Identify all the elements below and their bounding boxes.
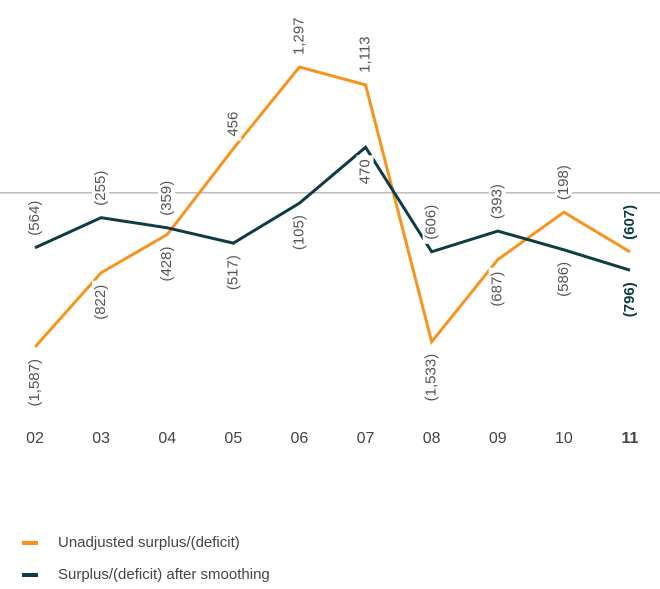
label-bg <box>620 200 638 244</box>
value-label: (687) <box>489 272 506 307</box>
value-label-group: (606) <box>422 200 440 244</box>
value-label-group: (359) <box>158 176 176 220</box>
x-tick-label: 04 <box>158 430 176 447</box>
value-label: (586) <box>555 262 572 297</box>
series-line <box>33 65 631 349</box>
x-tick-label: 02 <box>26 430 44 447</box>
label-bg <box>620 278 638 322</box>
value-label-group: (796) <box>620 278 638 322</box>
x-tick-label: 07 <box>357 430 375 447</box>
value-label-group: 456 <box>224 107 242 141</box>
value-label: (393) <box>489 184 506 219</box>
value-label-group: 470 <box>356 155 374 189</box>
x-tick-label: 09 <box>489 430 507 447</box>
value-label-group: 1,113 <box>356 32 374 77</box>
value-label-group: (1,587) <box>25 355 43 411</box>
x-tick-label: 11 <box>622 430 639 447</box>
label-bg <box>488 267 506 311</box>
label-bg <box>290 13 308 60</box>
x-tick-label: 08 <box>423 430 441 447</box>
x-tick-label: 10 <box>555 430 573 447</box>
value-label: (517) <box>224 255 241 290</box>
value-label-group: (687) <box>488 267 506 311</box>
label-bg <box>158 242 176 286</box>
value-label: (564) <box>26 201 43 236</box>
label-bg <box>25 196 43 240</box>
value-label-group: (428) <box>158 242 176 286</box>
value-label: (822) <box>92 285 109 320</box>
value-label-group: (586) <box>554 257 572 301</box>
value-label-group: (105) <box>290 211 308 255</box>
label-bg <box>488 180 506 224</box>
value-label-group: 1,297 <box>290 13 308 60</box>
value-label: (198) <box>555 165 572 200</box>
legend-label: Surplus/(deficit) after smoothing <box>58 566 270 583</box>
label-bg <box>422 200 440 244</box>
label-bg <box>356 155 374 189</box>
value-label: (359) <box>158 181 175 216</box>
value-label: (428) <box>158 246 175 281</box>
label-bg <box>92 280 110 324</box>
label-bg <box>158 176 176 220</box>
label-bg <box>290 211 308 255</box>
value-label: (796) <box>621 282 638 317</box>
value-label-group: (198) <box>554 161 572 205</box>
label-bg <box>92 166 110 210</box>
value-label: (606) <box>423 205 440 240</box>
label-bg <box>224 251 242 295</box>
value-label: 470 <box>357 159 374 184</box>
value-label: (105) <box>290 215 307 250</box>
value-label-group: (1,533) <box>422 349 440 406</box>
value-label: (607) <box>621 205 638 240</box>
label-bg <box>422 349 440 406</box>
value-label-group: (564) <box>25 196 43 240</box>
value-label-group: (517) <box>224 251 242 295</box>
value-label: (1,533) <box>423 354 440 402</box>
legend-label: Unadjusted surplus/(deficit) <box>58 534 240 551</box>
value-label-group: (607) <box>620 200 638 244</box>
value-label: 456 <box>224 112 241 137</box>
x-tick-label: 06 <box>291 430 309 447</box>
value-label: (1,587) <box>26 359 43 407</box>
label-bg <box>554 257 572 301</box>
value-label: (255) <box>92 171 109 206</box>
value-label: 1,297 <box>290 17 307 55</box>
series-line <box>34 145 631 272</box>
value-label-group: (255) <box>92 166 110 210</box>
x-tick-label: 03 <box>92 430 110 447</box>
value-label-group: (822) <box>92 280 110 324</box>
x-tick-label: 05 <box>224 430 242 447</box>
label-bg <box>356 32 374 77</box>
label-bg <box>25 355 43 411</box>
label-bg <box>224 107 242 141</box>
value-label: 1,113 <box>357 36 374 72</box>
label-bg <box>554 161 572 205</box>
value-label-group: (393) <box>488 180 506 224</box>
